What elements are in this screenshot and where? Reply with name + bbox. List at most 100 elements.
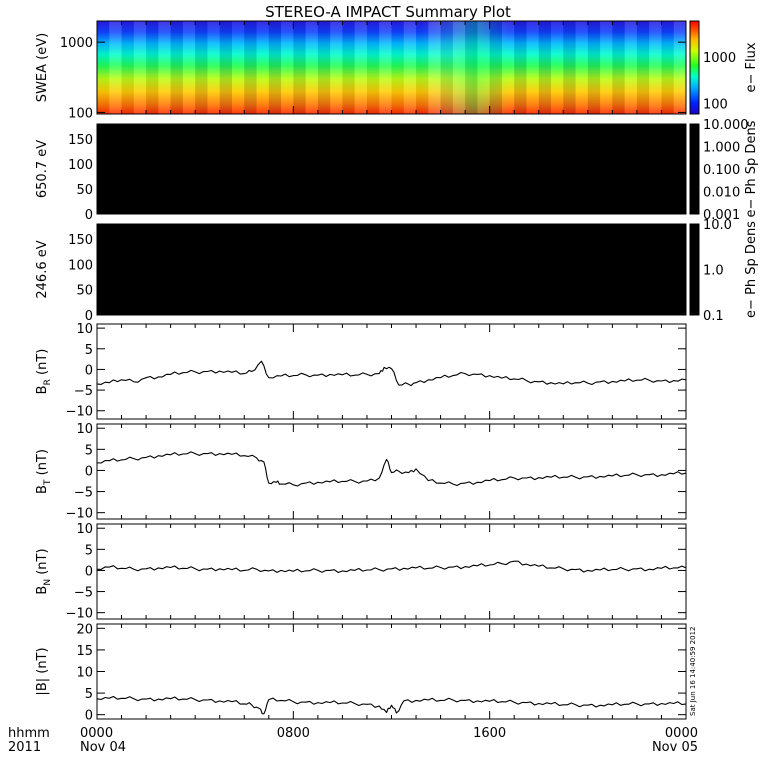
swea-y-tick-label: 100 [68, 106, 93, 121]
swea-time-bin [501, 21, 515, 114]
swea-time-bin [207, 21, 220, 114]
pad246-y-tick-label: 0 [85, 309, 93, 324]
swea-time-bin [256, 21, 269, 114]
panel-bmag: 0 5 10 15 20 |B| (nT) [35, 622, 687, 724]
pad650-colorbar: 10.000 1.000 0.100 0.010 0.001 e− Ph Sp Dens [689, 118, 759, 223]
swea-time-bin [281, 21, 294, 114]
swea-time-bin [600, 21, 613, 114]
panel-br: −10 −5 0 5 10 BR (nT) [35, 322, 687, 420]
swea-time-bin [612, 21, 625, 114]
swea-time-bin [403, 21, 417, 114]
generation-timestamp: Sat Jun 16 14:40:59 2012 [689, 627, 697, 716]
bmag-trace [96, 695, 687, 715]
pad650-colorbar-tick-label: 1.000 [703, 141, 740, 156]
swea-time-bin [195, 21, 208, 114]
br-y-tick-label: 5 [85, 343, 93, 358]
swea-time-bin [575, 21, 588, 114]
swea-time-bin [121, 21, 134, 114]
swea-spectrogram-dip [97, 21, 686, 114]
swea-time-bin [219, 21, 232, 114]
pad246-colorbar-scale [689, 223, 700, 316]
swea-time-bin [514, 21, 527, 114]
figure-title: STEREO-A IMPACT Summary Plot [265, 3, 511, 21]
swea-y-label: SWEA (eV) [35, 33, 50, 102]
swea-time-bin [133, 21, 147, 114]
panel-swea: 100 1000 e− Flux 100 1000 SWEA (eV) [35, 20, 759, 121]
bn-y-tick-label: 10 [76, 522, 93, 537]
swea-time-bin [109, 21, 122, 114]
swea-time-bin [391, 21, 404, 114]
swea-time-bin [587, 21, 601, 114]
x-tick-date-label: Nov 05 [652, 740, 698, 755]
br-frame [96, 323, 687, 420]
bt-trace [96, 451, 687, 487]
pad650-y-tick-label: 100 [68, 158, 93, 173]
panel-pad246: 10.0 1.0 0.1 e− Ph Sp Dens 0 50 100 150 246.6 eV [35, 218, 759, 324]
bt-y-tick-label: 0 [85, 464, 93, 479]
swea-time-bin [268, 21, 282, 114]
pad650-y-label: 650.7 eV [35, 140, 50, 198]
swea-time-bin [538, 21, 552, 114]
swea-time-bin [661, 21, 674, 114]
br-trace [96, 360, 687, 387]
pad246-y-tick-label: 50 [76, 284, 93, 299]
panel-bn: −10 −5 0 5 10 BN (nT) [35, 522, 687, 622]
swea-time-bin [317, 21, 331, 114]
bmag-y-tick-label: 5 [85, 687, 93, 702]
x-tick-label: 1600 [473, 726, 506, 741]
x-axis-unit-label: hhmm [8, 726, 50, 741]
br-y-label: BR (nT) [35, 349, 53, 395]
bt-y-tick-label: −5 [74, 486, 93, 501]
swea-time-bin [489, 21, 502, 114]
bn-y-tick-label: −5 [74, 586, 93, 601]
swea-time-bin [293, 21, 306, 114]
pad650-y-tick-label: 150 [68, 133, 93, 148]
swea-time-bin [305, 21, 318, 114]
pad650-colorbar-label: e− Ph Sp Dens [744, 120, 759, 217]
swea-colorbar-scale [689, 20, 700, 115]
swea-time-bin [440, 21, 453, 114]
bn-y-tick-label: −10 [66, 607, 93, 622]
pad246-y-tick-label: 100 [68, 258, 93, 273]
br-y-tick-label: 0 [85, 363, 93, 378]
swea-time-bin [477, 21, 490, 114]
swea-time-bin [636, 21, 650, 114]
br-y-tick-label: −5 [74, 384, 93, 399]
pad650-spectrogram [97, 124, 686, 214]
x-tick-label: 0000 [80, 726, 113, 741]
x-tick-label: 0000 [665, 726, 698, 741]
pad246-spectrogram [97, 224, 686, 315]
bmag-y-tick-label: 0 [85, 709, 93, 724]
bn-y-tick-label: 5 [85, 543, 93, 558]
pad650-y-tick-label: 0 [85, 208, 93, 223]
bt-y-label: BT (nT) [35, 449, 53, 494]
swea-colorbar-tick-label: 1000 [703, 51, 736, 66]
pad246-colorbar-tick-label: 10.0 [703, 218, 732, 233]
swea-colorbar-tick-label: 100 [703, 98, 728, 113]
bn-trace [96, 560, 687, 574]
pad246-colorbar-tick-label: 0.1 [703, 309, 724, 324]
swea-time-bin [649, 21, 662, 114]
bt-y-tick-label: 10 [76, 422, 93, 437]
swea-time-bin [244, 21, 257, 114]
swea-time-bin [428, 21, 441, 114]
br-y-tick-label: 10 [76, 322, 93, 337]
swea-time-bin [624, 21, 637, 114]
swea-time-bin [182, 21, 196, 114]
br-y-tick-label: −10 [66, 405, 93, 420]
x-tick-date-label: Nov 04 [80, 740, 126, 755]
swea-time-bin [526, 21, 539, 114]
pad650-colorbar-tick-label: 0.010 [703, 186, 740, 201]
swea-time-bin [158, 21, 171, 114]
swea-time-bin [366, 21, 380, 114]
pad246-y-label: 246.6 eV [35, 240, 50, 298]
bn-y-tick-label: 0 [85, 564, 93, 579]
bmag-y-label: |B| (nT) [35, 647, 50, 695]
pad246-y-tick-label: 150 [68, 233, 93, 248]
bmag-y-tick-label: 20 [76, 622, 93, 637]
pad246-colorbar-label: e− Ph Sp Dens [744, 221, 759, 318]
bt-y-tick-label: 5 [85, 443, 93, 458]
bn-y-label: BN (nT) [35, 548, 53, 594]
